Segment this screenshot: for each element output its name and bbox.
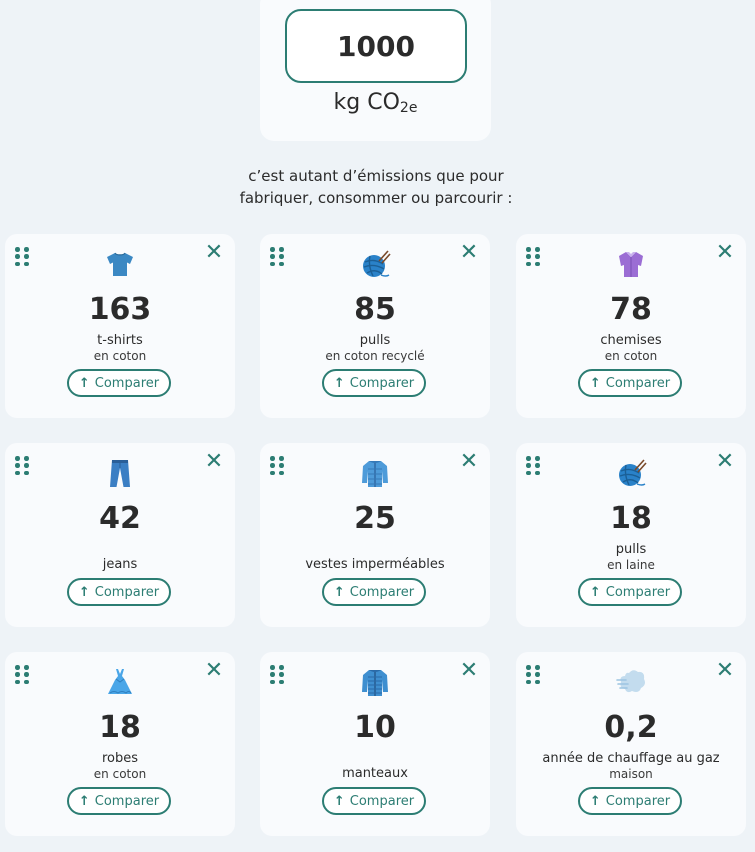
card-label: vestes imperméables xyxy=(305,557,445,572)
compare-label: Comparer xyxy=(349,375,415,391)
intro-text: c’est autant d’émissions que pour fabriq… xyxy=(160,165,592,209)
jeans-icon xyxy=(104,457,136,489)
arrow-up-icon: ↑ xyxy=(589,375,601,391)
drag-handle-icon[interactable] xyxy=(526,247,542,267)
card-sublabel: en coton recyclé xyxy=(325,349,425,363)
close-icon[interactable]: ✕ xyxy=(715,449,735,474)
close-icon[interactable]: ✕ xyxy=(715,240,735,265)
compare-label: Comparer xyxy=(605,584,671,600)
drag-handle-icon[interactable] xyxy=(15,456,31,476)
compare-button[interactable]: ↑ Comparer xyxy=(578,369,682,397)
card-label: chemises xyxy=(600,333,662,348)
comparison-card: ✕ 0,2 année de chauffage au gaz maison ↑ Comp… xyxy=(516,652,746,836)
card-label: pulls xyxy=(615,542,647,557)
card-label: robes xyxy=(101,751,139,766)
comparison-card: ✕ 78 chemises en coton ↑ Comparer xyxy=(516,234,746,418)
close-icon[interactable]: ✕ xyxy=(459,240,479,265)
drag-handle-icon[interactable] xyxy=(270,247,286,267)
compare-label: Comparer xyxy=(94,375,160,391)
card-value: 78 xyxy=(610,292,652,327)
compare-label: Comparer xyxy=(605,793,671,809)
intro-line-1: c’est autant d’émissions que pour xyxy=(248,167,504,185)
close-icon[interactable]: ✕ xyxy=(459,658,479,683)
close-icon[interactable]: ✕ xyxy=(204,449,224,474)
close-icon[interactable]: ✕ xyxy=(204,240,224,265)
intro-line-2: fabriquer, consommer ou parcourir : xyxy=(239,189,513,207)
card-label: année de chauffage au gaz xyxy=(542,751,720,766)
card-label: jeans xyxy=(102,557,138,572)
card-label: manteaux xyxy=(342,766,408,781)
arrow-up-icon: ↑ xyxy=(589,584,601,600)
compare-button[interactable]: ↑ Comparer xyxy=(322,578,426,606)
card-sublabel: maison xyxy=(609,767,653,781)
compare-button[interactable]: ↑ Comparer xyxy=(67,578,171,606)
compare-button[interactable]: ↑ Comparer xyxy=(322,787,426,815)
wind-gust-icon xyxy=(615,666,647,698)
compare-label: Comparer xyxy=(349,793,415,809)
compare-button[interactable]: ↑ Comparer xyxy=(578,578,682,606)
comparison-card: ✕ 10 manteaux ↑ Comparer xyxy=(260,652,490,836)
card-value: 10 xyxy=(354,710,396,745)
arrow-up-icon: ↑ xyxy=(78,793,90,809)
dress-icon xyxy=(104,666,136,698)
card-sublabel: en coton xyxy=(604,349,658,363)
card-sublabel: en coton xyxy=(93,767,147,781)
drag-handle-icon[interactable] xyxy=(270,456,286,476)
compare-label: Comparer xyxy=(94,793,160,809)
card-value: 85 xyxy=(354,292,396,327)
compare-label: Comparer xyxy=(349,584,415,600)
arrow-up-icon: ↑ xyxy=(78,375,90,391)
card-value: 42 xyxy=(99,501,141,536)
card-value: 18 xyxy=(610,501,652,536)
shirt-icon xyxy=(615,248,647,280)
card-sublabel: en coton xyxy=(93,349,147,363)
yarn-ball-icon xyxy=(615,457,647,489)
coat-icon xyxy=(359,666,391,698)
card-label: t-shirts xyxy=(97,333,143,348)
arrow-up-icon: ↑ xyxy=(589,793,601,809)
co2-unit: kg CO2e xyxy=(260,90,491,116)
arrow-up-icon: ↑ xyxy=(333,375,345,391)
comparison-card: ✕ 163 t-shirts en coton ↑ Comparer xyxy=(5,234,235,418)
card-sublabel: en laine xyxy=(607,558,655,572)
card-value: 163 xyxy=(88,292,152,327)
jacket-icon xyxy=(359,457,391,489)
drag-handle-icon[interactable] xyxy=(15,665,31,685)
close-icon[interactable]: ✕ xyxy=(459,449,479,474)
card-value: 18 xyxy=(99,710,141,745)
comparison-card: ✕ 18 robes en coton ↑ Comparer xyxy=(5,652,235,836)
drag-handle-icon[interactable] xyxy=(270,665,286,685)
compare-label: Comparer xyxy=(94,584,160,600)
co2-value-field[interactable]: 1000 xyxy=(285,9,467,83)
drag-handle-icon[interactable] xyxy=(15,247,31,267)
yarn-ball-icon xyxy=(359,248,391,280)
unit-main: kg CO xyxy=(333,90,400,115)
comparison-card: ✕ 42 jeans ↑ Comparer xyxy=(5,443,235,627)
comparison-card: ✕ 18 pulls en laine ↑ Comparer xyxy=(516,443,746,627)
tshirt-icon xyxy=(104,248,136,280)
compare-label: Comparer xyxy=(605,375,671,391)
compare-button[interactable]: ↑ Comparer xyxy=(578,787,682,815)
arrow-up-icon: ↑ xyxy=(333,584,345,600)
card-label: pulls xyxy=(359,333,391,348)
arrow-up-icon: ↑ xyxy=(78,584,90,600)
compare-button[interactable]: ↑ Comparer xyxy=(67,787,171,815)
card-value: 25 xyxy=(354,501,396,536)
drag-handle-icon[interactable] xyxy=(526,665,542,685)
unit-subscript: 2e xyxy=(399,100,418,116)
compare-button[interactable]: ↑ Comparer xyxy=(67,369,171,397)
comparison-card: ✕ 25 vestes imperméables ↑ Comparer xyxy=(260,443,490,627)
close-icon[interactable]: ✕ xyxy=(715,658,735,683)
compare-button[interactable]: ↑ Comparer xyxy=(322,369,426,397)
comparison-card: ✕ 85 pulls en coton recyclé ↑ Comparer xyxy=(260,234,490,418)
arrow-up-icon: ↑ xyxy=(333,793,345,809)
card-value: 0,2 xyxy=(604,710,658,745)
close-icon[interactable]: ✕ xyxy=(204,658,224,683)
drag-handle-icon[interactable] xyxy=(526,456,542,476)
